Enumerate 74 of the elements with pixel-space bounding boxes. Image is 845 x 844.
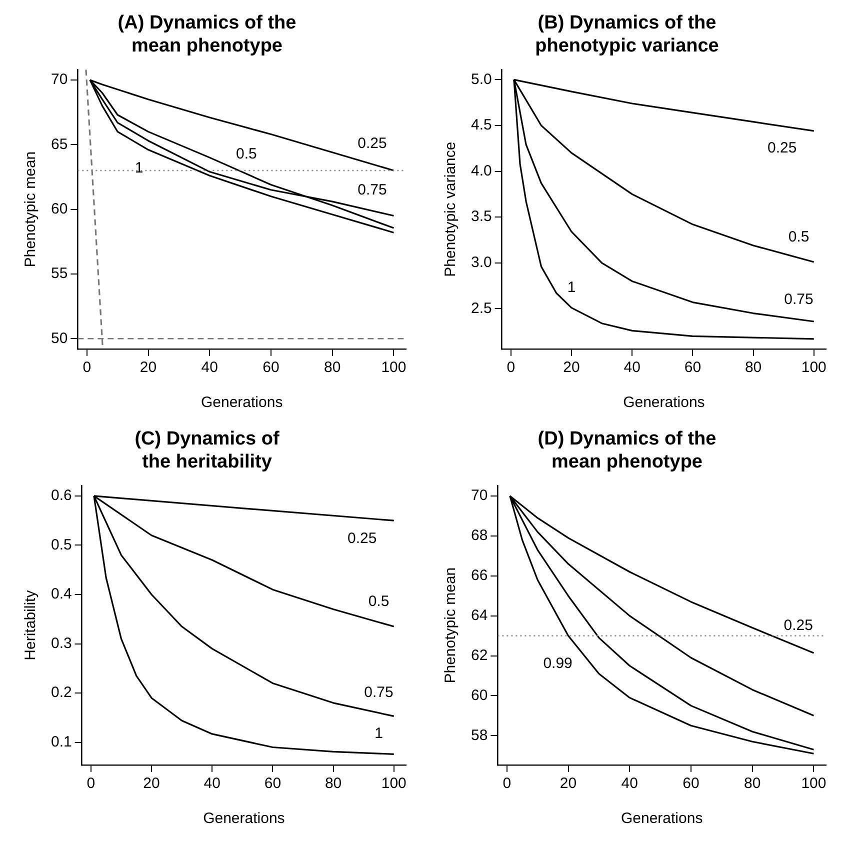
x-tick-label: 20 — [563, 359, 580, 376]
y-tick-label: 50 — [50, 330, 68, 347]
x-tick-label: 100 — [381, 359, 406, 376]
x-tick-label: 60 — [262, 359, 280, 376]
x-tick-label: 0 — [86, 775, 96, 792]
y-tick-label: 2.5 — [470, 300, 492, 317]
annotation: 0.75 — [364, 684, 394, 701]
annotation: 0.5 — [788, 228, 810, 246]
x-tick-label: 20 — [140, 359, 157, 376]
y-tick-label: 60 — [50, 200, 68, 218]
annotation: 0.25 — [348, 530, 377, 548]
x-tick-label: 0 — [506, 359, 516, 376]
y-tick-label: 55 — [50, 265, 68, 282]
y-tick-label: 65 — [50, 136, 68, 153]
y-axis-title: Phenotypic mean — [22, 151, 40, 268]
x-tick-label: 0 — [82, 359, 92, 376]
x-tick-label: 20 — [560, 775, 577, 792]
x-tick-label: 60 — [264, 775, 282, 792]
y-tick-label: 60 — [470, 686, 488, 704]
x-tick-label: 100 — [381, 775, 406, 792]
y-tick-label: 68 — [470, 527, 488, 544]
y-tick-label: 3.5 — [470, 208, 492, 226]
annotation: 1 — [567, 278, 576, 296]
chart-title: (B) Dynamics of the phenotypic variance — [535, 12, 719, 56]
y-axis-title: Phenotypic mean — [442, 567, 460, 684]
y-tick-label: 0.1 — [50, 733, 72, 750]
annotation: 1 — [134, 160, 144, 177]
x-tick-label: 40 — [621, 775, 638, 792]
annotation: 0.5 — [368, 593, 390, 610]
annotation: 0.25 — [768, 139, 797, 156]
y-tick-label: 0.2 — [50, 684, 72, 702]
y-tick-label: 70 — [470, 487, 488, 504]
y-tick-label: 62 — [470, 646, 488, 664]
y-tick-label: 0.4 — [50, 586, 72, 603]
y-axis-title: Heritability — [22, 590, 40, 660]
y-tick-label: 4.5 — [470, 116, 492, 134]
annotation: 1 — [374, 724, 383, 742]
y-tick-label: 66 — [470, 567, 488, 584]
annotation: 0.75 — [784, 290, 814, 308]
y-tick-label: 3.0 — [470, 254, 492, 272]
annotation: 0.25 — [784, 616, 813, 634]
y-tick-label: 70 — [50, 71, 68, 88]
x-axis-title: Generations — [620, 810, 703, 828]
x-tick-label: 80 — [744, 775, 761, 792]
y-tick-label: 0.3 — [50, 634, 72, 652]
x-tick-label: 0 — [502, 775, 512, 792]
annotation: 0.75 — [358, 182, 387, 199]
annotation: 0.5 — [236, 146, 257, 163]
x-tick-label: 40 — [204, 775, 220, 792]
y-tick-label: 4.0 — [470, 162, 492, 180]
x-axis-title: Generations — [200, 394, 283, 412]
y-tick-label: 0.6 — [50, 487, 72, 504]
y-tick-label: 64 — [470, 606, 488, 624]
x-tick-label: 20 — [143, 775, 160, 792]
y-tick-label: 5.0 — [470, 70, 492, 88]
chart-title: (D) Dynamics of the mean phenotype — [538, 428, 716, 472]
annotation: 0.99 — [543, 654, 572, 672]
x-axis-title: Generations — [203, 810, 285, 828]
y-tick-label: 0.5 — [50, 536, 72, 554]
x-tick-label: 80 — [324, 359, 341, 376]
chart-title: (A) Dynamics of the mean phenotype — [118, 12, 296, 56]
y-axis-title: Phenotypic variance — [442, 142, 460, 277]
chart-title: (C) Dynamics of the heritability — [134, 428, 280, 472]
x-axis-title: Generations — [623, 394, 705, 412]
x-tick-label: 60 — [682, 775, 700, 792]
x-tick-label: 80 — [744, 359, 762, 376]
x-tick-label: 100 — [801, 775, 826, 792]
x-tick-label: 60 — [684, 359, 702, 376]
annotation: 0.25 — [358, 135, 387, 152]
y-tick-label: 58 — [470, 726, 488, 744]
x-tick-label: 100 — [801, 359, 826, 376]
x-tick-label: 80 — [324, 775, 342, 792]
x-tick-label: 40 — [624, 359, 640, 376]
x-tick-label: 40 — [201, 359, 218, 376]
